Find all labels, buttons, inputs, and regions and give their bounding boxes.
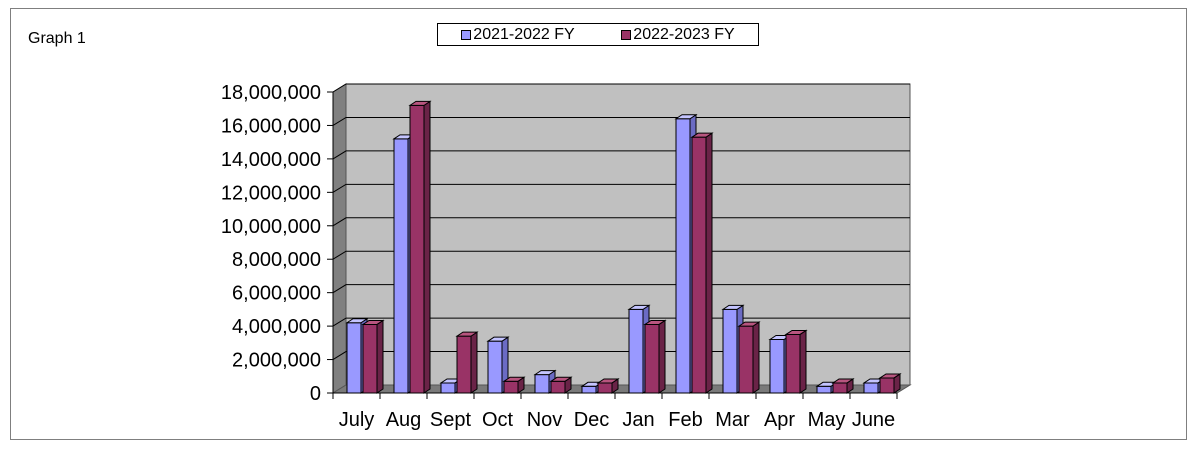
bar-top-series2-dec — [596, 378, 620, 384]
bar-series2-may — [832, 382, 848, 394]
x-tick-label-oct: Oct — [482, 409, 514, 431]
x-tick-label-sept: Sept — [430, 409, 472, 431]
y-tick-label: 18,000,000 — [221, 82, 321, 104]
bar-series1-sept — [440, 382, 456, 394]
legend: 2021-2022 FY 2022-2023 FY — [437, 23, 759, 46]
bars — [345, 100, 902, 394]
legend-item-series-1: 2021-2022 FY — [461, 25, 575, 44]
y-tick-label: 6,000,000 — [232, 283, 321, 305]
bar-side-series2-apr — [799, 329, 807, 394]
gridline — [332, 317, 910, 327]
bar-top-series2-aug — [408, 100, 432, 106]
gridline — [332, 150, 910, 160]
bar-top-series1-july — [345, 318, 369, 324]
gridlines — [332, 83, 910, 360]
gridline — [332, 116, 910, 126]
legend-swatch-series-2 — [621, 29, 632, 40]
bar-series1-oct — [487, 340, 503, 394]
x-tick-label-jan: Jan — [622, 409, 654, 431]
bar-side-series2-jan — [658, 319, 666, 394]
bar-top-series2-feb — [690, 132, 714, 138]
legend-item-series-2: 2022-2023 FY — [621, 25, 735, 44]
x-tick-label-mar: Mar — [715, 409, 750, 431]
bar-side-series2-feb — [705, 132, 713, 394]
graph-label: Graph 1 — [28, 30, 86, 47]
x-tick-label-may: May — [808, 409, 846, 431]
bar-top-series1-jan — [627, 304, 651, 310]
side-wall — [332, 83, 347, 394]
bar-top-series2-jan — [643, 319, 667, 325]
bar-series1-june — [863, 382, 879, 394]
y-tick-label: 8,000,000 — [232, 249, 321, 271]
y-tick-label: 2,000,000 — [232, 350, 321, 372]
gridline — [332, 284, 910, 294]
bar-top-series2-nov — [549, 376, 573, 382]
bar-series2-aug — [409, 104, 425, 394]
x-tick-label-feb: Feb — [668, 409, 702, 431]
gridline — [332, 183, 910, 193]
bar-top-series2-june — [878, 373, 902, 379]
bar-top-series2-july — [361, 319, 385, 325]
y-tick-label: 4,000,000 — [232, 316, 321, 338]
x-tick-label-apr: Apr — [764, 409, 795, 431]
x-tick-label-june: June — [852, 409, 895, 431]
bar-series1-july — [346, 322, 362, 394]
bar-series1-nov — [534, 374, 550, 394]
bar-series1-apr — [769, 338, 785, 394]
bar-top-series2-mar — [737, 321, 761, 327]
x-tick-label-dec: Dec — [574, 409, 610, 431]
x-tick-label-aug: Aug — [386, 409, 422, 431]
bar-series2-jan — [644, 323, 660, 394]
bar-series1-aug — [393, 138, 409, 394]
bar-top-series1-oct — [486, 336, 510, 342]
bar-side-series2-july — [376, 319, 384, 394]
gridline — [332, 250, 910, 260]
bar-side-series2-mar — [752, 321, 760, 394]
bar-series2-dec — [597, 382, 613, 394]
bar-series1-may — [816, 385, 832, 394]
bar-top-series1-nov — [533, 370, 557, 376]
bar-side-series2-sept — [470, 331, 478, 394]
bar-series2-july — [362, 323, 378, 394]
gridline — [332, 217, 910, 227]
bar-series2-oct — [503, 380, 519, 394]
bar-series2-apr — [785, 333, 801, 394]
back-wall — [345, 83, 911, 386]
y-tick-label: 14,000,000 — [221, 149, 321, 171]
bar-series1-mar — [722, 308, 738, 394]
legend-swatch-series-1 — [461, 29, 472, 40]
bar-series1-dec — [581, 385, 597, 394]
bar-top-series2-sept — [455, 331, 479, 337]
bar-top-series1-mar — [721, 304, 745, 310]
y-tick-label: 10,000,000 — [221, 216, 321, 238]
bar-series2-june — [879, 377, 895, 394]
x-axis-ticks: July Aug Sept Oct Nov Dec Jan Feb Mar Apr May June — [332, 393, 898, 431]
bar-series2-mar — [738, 325, 754, 394]
bar-series1-feb — [675, 118, 691, 394]
x-tick-label-july: July — [339, 409, 375, 431]
bar-top-series1-feb — [674, 114, 698, 120]
bar-series2-feb — [691, 136, 707, 394]
legend-label-series-1: 2021-2022 FY — [473, 25, 575, 43]
bar-series1-jan — [628, 308, 644, 394]
bar-series2-sept — [456, 335, 472, 394]
y-tick-label: 16,000,000 — [221, 115, 321, 137]
y-tick-label: 0 — [310, 383, 321, 405]
gridline — [332, 351, 910, 360]
bar-top-series2-may — [831, 378, 855, 384]
gridline — [332, 83, 910, 93]
x-tick-label-nov: Nov — [527, 409, 563, 431]
bar-top-series2-apr — [784, 329, 808, 335]
legend-label-series-2: 2022-2023 FY — [633, 25, 735, 43]
bar-side-series2-aug — [423, 100, 431, 394]
bar-top-series2-oct — [502, 376, 526, 382]
bar-series2-nov — [550, 380, 566, 394]
y-tick-label: 12,000,000 — [221, 182, 321, 204]
